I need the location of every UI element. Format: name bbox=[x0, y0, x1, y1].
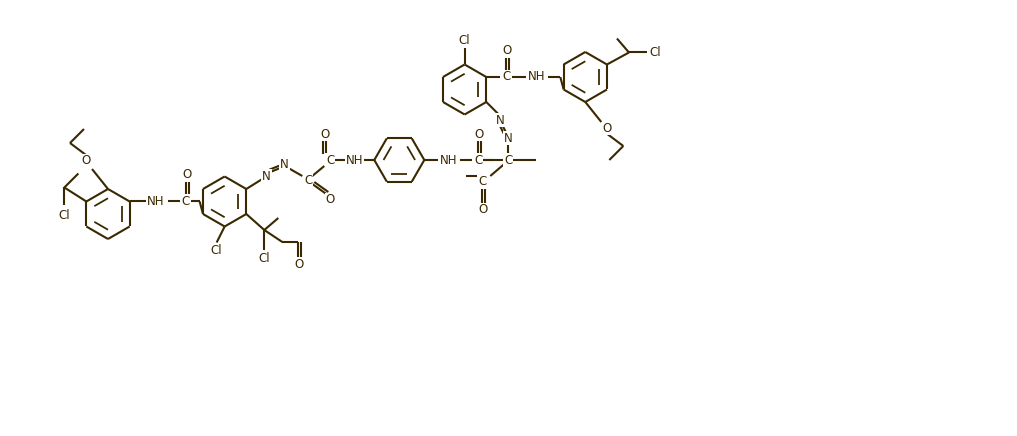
Text: C: C bbox=[504, 153, 513, 167]
Text: N: N bbox=[504, 132, 513, 144]
Text: C: C bbox=[474, 153, 482, 167]
Text: Cl: Cl bbox=[211, 244, 223, 257]
Text: Cl: Cl bbox=[649, 46, 661, 59]
Text: Cl: Cl bbox=[59, 209, 70, 222]
Text: O: O bbox=[320, 127, 330, 140]
Text: N: N bbox=[496, 113, 504, 126]
Text: Cl: Cl bbox=[459, 34, 471, 47]
Text: O: O bbox=[325, 194, 335, 207]
Text: N: N bbox=[262, 170, 271, 183]
Text: C: C bbox=[181, 195, 190, 208]
Text: O: O bbox=[475, 127, 484, 140]
Text: O: O bbox=[603, 122, 612, 134]
Text: C: C bbox=[304, 174, 312, 187]
Text: C: C bbox=[478, 176, 486, 188]
Text: N: N bbox=[280, 157, 289, 170]
Text: C: C bbox=[502, 71, 511, 84]
Text: NH: NH bbox=[528, 71, 545, 84]
Text: O: O bbox=[479, 204, 488, 217]
Text: O: O bbox=[81, 154, 91, 167]
Text: O: O bbox=[502, 44, 512, 58]
Text: Cl: Cl bbox=[258, 252, 271, 265]
Text: C: C bbox=[326, 153, 335, 167]
Text: NH: NH bbox=[439, 153, 457, 167]
Text: NH: NH bbox=[146, 195, 165, 208]
Text: O: O bbox=[295, 258, 304, 270]
Text: NH: NH bbox=[346, 153, 363, 167]
Text: O: O bbox=[182, 168, 191, 181]
